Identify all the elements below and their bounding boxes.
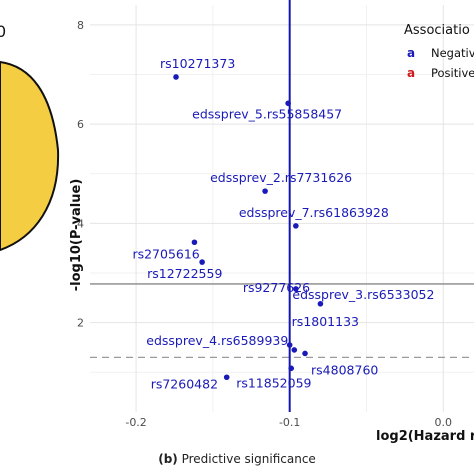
point-label: edssprev_7.rs61863928 — [239, 205, 389, 220]
data-point — [173, 74, 179, 80]
point-label: rs2705616 — [132, 246, 199, 261]
legend: Associatio a Negativ a Positive — [404, 23, 474, 80]
point-label: rs12722559 — [147, 266, 222, 281]
y-tick-label: 8 — [77, 19, 84, 32]
point-label: rs9277626 — [243, 280, 310, 295]
y-tick-label: 2 — [77, 317, 84, 330]
data-point — [293, 286, 299, 292]
point-label: rs1801133 — [292, 314, 359, 329]
y-tick-label: 6 — [77, 118, 84, 131]
point-label: edssprev_3.rs6533052 — [292, 287, 434, 302]
data-point — [285, 100, 291, 107]
tick-labels: 2 4 6 8 -0.2 -0.1 0.0 — [77, 19, 452, 429]
data-point — [293, 223, 299, 229]
data-point — [191, 239, 198, 246]
panel-a-fragment: 0 — [0, 0, 75, 280]
panel-a-label: 0 — [0, 22, 6, 41]
data-points — [173, 74, 324, 381]
legend-key-glyph: a — [407, 66, 415, 80]
legend-key-glyph: a — [407, 46, 415, 60]
y-tick-label: 4 — [77, 217, 84, 230]
legend-item-label: Negativ — [431, 46, 474, 60]
figure-caption: (b) Predictive significance — [0, 452, 474, 466]
point-label: rs10271373 — [160, 56, 235, 71]
data-point — [286, 342, 293, 348]
x-tick-label: 0.0 — [435, 416, 453, 429]
data-point — [317, 300, 324, 307]
caption-text: Predictive significance — [181, 452, 316, 466]
data-point — [302, 350, 308, 357]
yellow-circle-fragment — [0, 60, 60, 252]
y-axis-label: -log10(P-value) — [69, 179, 84, 292]
point-label: edssprev_4.rs6589939 — [146, 333, 288, 348]
data-point — [223, 374, 230, 381]
data-point — [291, 347, 298, 353]
point-labels: rs10271373 edssprev_5.rs55858457 edssprev_… — [132, 56, 434, 391]
data-point — [199, 259, 205, 265]
caption-prefix: (b) — [158, 452, 178, 466]
point-label: rs11852059 — [236, 375, 311, 390]
x-tick-label: -0.2 — [125, 416, 146, 429]
point-label: edssprev_5.rs55858457 — [192, 106, 342, 121]
point-label: rs4808760 — [311, 362, 378, 377]
x-axis-label: log2(Hazard r — [376, 429, 474, 444]
data-point — [262, 188, 268, 194]
data-point — [288, 365, 295, 372]
point-label: rs7260482 — [151, 376, 218, 391]
legend-title: Associatio — [404, 23, 470, 38]
point-label: edssprev_2.rs7731626 — [210, 170, 352, 185]
x-tick-label: -0.1 — [279, 416, 300, 429]
legend-item-label: Positive — [431, 66, 474, 80]
